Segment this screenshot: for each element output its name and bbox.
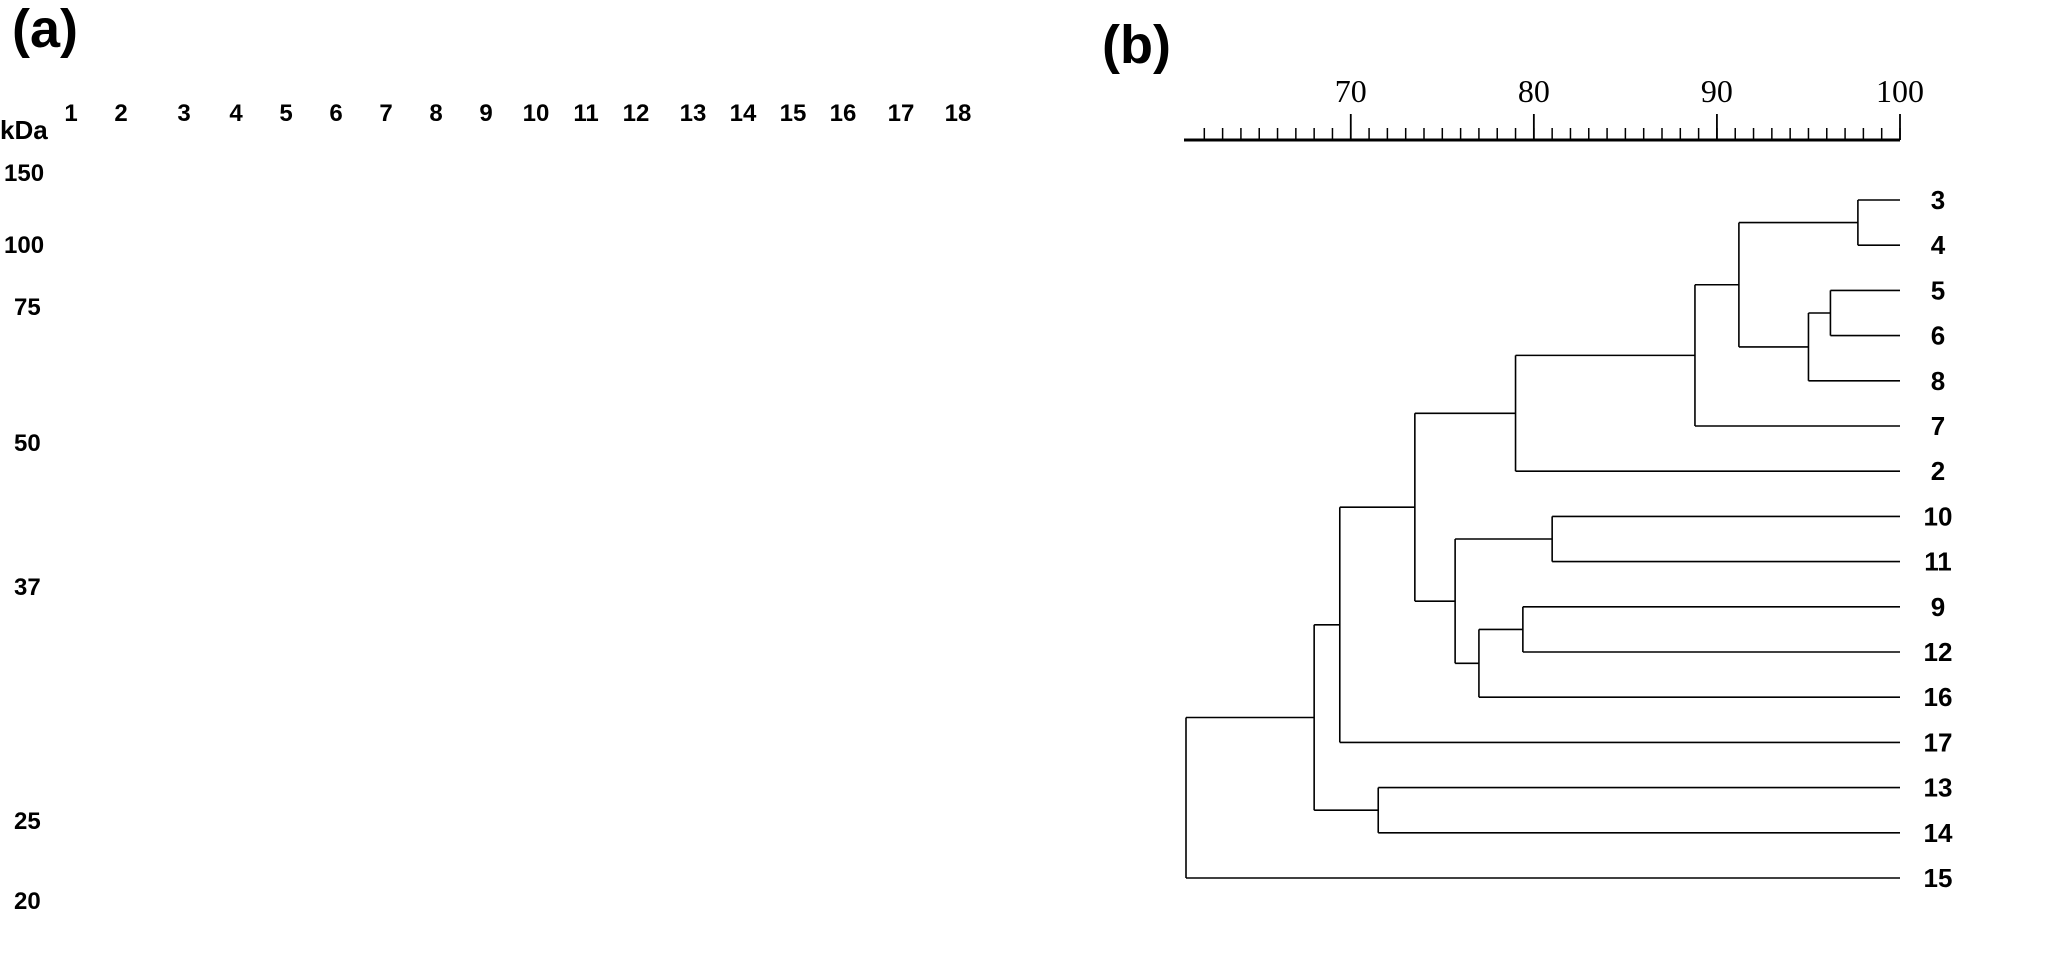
lane-number: 10 — [522, 100, 550, 127]
leaf-label: 11 — [1924, 547, 1952, 577]
leaf-label: 10 — [1924, 501, 1953, 531]
marker-label: 37 — [14, 574, 41, 601]
leaf-label: 8 — [1931, 366, 1945, 396]
leaf-label: 6 — [1931, 321, 1945, 351]
gel-panel: (a) kDa 1 2 3 4 5 6 7 8 9 10 11 12 13 14 15 16 17 18 150 1… — [0, 0, 972, 915]
leaf-label: 14 — [1924, 818, 1953, 848]
lane-number: 11 — [573, 100, 599, 127]
lane-number: 9 — [479, 100, 493, 127]
marker-label: 50 — [14, 430, 41, 457]
scale-tick-label: 70 — [1335, 73, 1367, 109]
lane-number: 18 — [944, 100, 972, 127]
scale-tick-label: 90 — [1701, 73, 1733, 109]
leaf-label: 17 — [1924, 727, 1953, 757]
scale-tick-label: 80 — [1518, 73, 1550, 109]
lane-number: 1 — [64, 100, 78, 127]
lane-number: 6 — [329, 100, 343, 127]
marker-label: 25 — [14, 808, 41, 835]
marker-label: 20 — [14, 888, 41, 915]
marker-label: 75 — [14, 294, 41, 321]
lane-number: 3 — [177, 100, 191, 127]
scale-tick-label: 100 — [1876, 73, 1924, 109]
leaf-label: 9 — [1931, 592, 1945, 622]
leaf-label: 16 — [1924, 682, 1953, 712]
leaf-label: 7 — [1931, 411, 1945, 441]
lane-number: 12 — [622, 100, 650, 127]
kda-axis-label: kDa — [0, 115, 48, 145]
dendrogram-panel: (b) 70 80 90 100 3 4 5 6 8 7 2 10 11 9 12 16 17 13 14 15 — [1102, 0, 2067, 966]
lane-number: 2 — [114, 100, 128, 127]
lane-number: 4 — [229, 100, 243, 127]
marker-label: 100 — [4, 232, 45, 259]
lane-number: 7 — [379, 100, 393, 127]
leaf-label: 4 — [1931, 230, 1946, 260]
panel-label-a: (a) — [12, 0, 78, 59]
panel-label-b: (b) — [1102, 15, 1171, 75]
leaf-label: 15 — [1924, 863, 1953, 893]
lane-number: 13 — [679, 100, 707, 127]
lane-number: 15 — [779, 100, 807, 127]
leaf-label: 12 — [1924, 637, 1953, 667]
lane-number: 8 — [429, 100, 443, 127]
dendrogram-svg: 70 80 90 100 3 4 5 6 8 7 2 10 11 9 12 16 17 13 14 15 — [1184, 73, 1953, 893]
leaf-label: 5 — [1931, 275, 1945, 305]
lane-number: 14 — [729, 100, 757, 127]
lane-number: 16 — [829, 100, 857, 127]
marker-label: 150 — [4, 160, 45, 187]
leaf-label: 13 — [1924, 773, 1953, 803]
leaf-label: 2 — [1931, 456, 1945, 486]
lane-number: 5 — [279, 100, 293, 127]
leaf-label: 3 — [1931, 185, 1945, 215]
lane-number: 17 — [887, 100, 915, 127]
